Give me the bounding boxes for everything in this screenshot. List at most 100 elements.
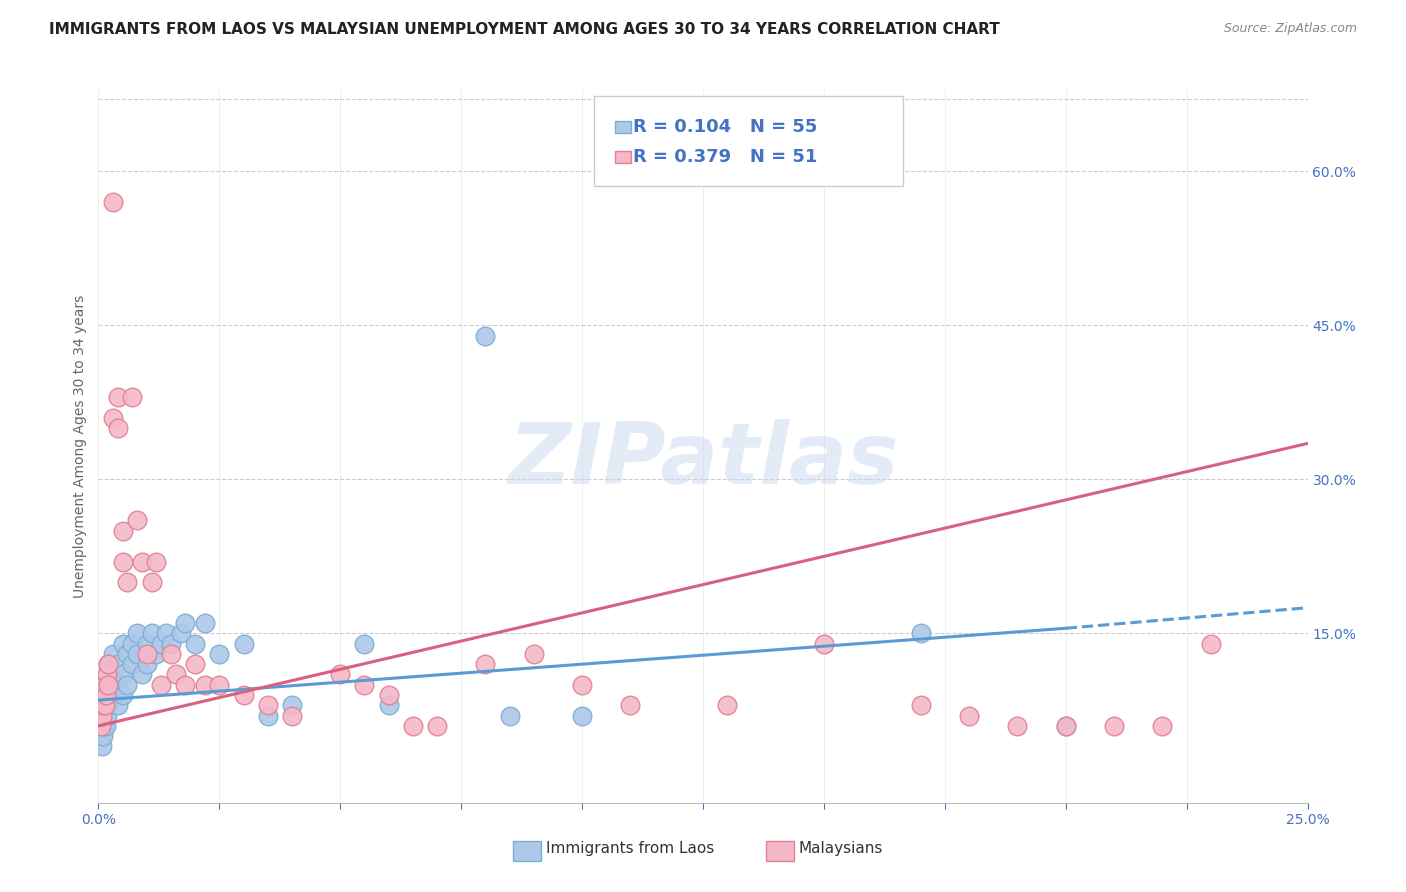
Point <box>90 719 112 733</box>
Text: Malaysians: Malaysians <box>799 841 883 855</box>
Point <box>571 678 593 692</box>
Point <box>160 647 183 661</box>
Point <box>1007 719 1029 733</box>
Point <box>131 554 153 568</box>
Point <box>91 688 114 702</box>
Point <box>127 647 149 661</box>
Point <box>174 616 197 631</box>
Text: Source: ZipAtlas.com: Source: ZipAtlas.com <box>1223 22 1357 36</box>
Point <box>93 678 115 692</box>
Text: R = 0.379   N = 51: R = 0.379 N = 51 <box>633 148 818 166</box>
Point <box>281 698 304 713</box>
Point <box>377 698 399 713</box>
Point <box>1054 719 1077 733</box>
Point <box>135 647 157 661</box>
Point <box>160 637 183 651</box>
Point <box>150 637 173 651</box>
Point <box>101 688 124 702</box>
Point <box>117 647 139 661</box>
Point <box>97 657 120 672</box>
Point <box>96 719 118 733</box>
Point <box>97 698 120 713</box>
Point <box>184 657 207 672</box>
Point <box>96 667 118 681</box>
Point <box>208 678 231 692</box>
Point <box>194 616 217 631</box>
FancyBboxPatch shape <box>595 96 903 186</box>
Point <box>96 688 118 702</box>
Point <box>90 708 112 723</box>
Point <box>101 195 124 210</box>
Point <box>910 698 932 713</box>
FancyBboxPatch shape <box>614 151 631 163</box>
Point <box>121 657 143 672</box>
Point <box>107 698 129 713</box>
Point <box>91 698 114 713</box>
Point <box>426 719 449 733</box>
Point <box>97 678 120 692</box>
Point <box>111 688 134 702</box>
Point <box>107 390 129 404</box>
Point <box>94 698 117 713</box>
Point <box>117 678 139 692</box>
Point <box>619 698 641 713</box>
Point <box>813 637 835 651</box>
Point <box>174 678 197 692</box>
Point <box>141 575 163 590</box>
Point <box>93 708 115 723</box>
Point <box>117 575 139 590</box>
Point <box>377 688 399 702</box>
Point <box>107 657 129 672</box>
Point <box>91 729 114 743</box>
Point <box>96 708 118 723</box>
Text: ZIPatlas: ZIPatlas <box>508 418 898 502</box>
Point <box>165 667 187 681</box>
Point <box>90 729 112 743</box>
Point <box>101 667 124 681</box>
Point <box>402 719 425 733</box>
Point <box>1054 719 1077 733</box>
Y-axis label: Unemployment Among Ages 30 to 34 years: Unemployment Among Ages 30 to 34 years <box>73 294 87 598</box>
Point <box>121 637 143 651</box>
Point <box>353 678 375 692</box>
Point <box>90 719 112 733</box>
Point <box>194 678 217 692</box>
Point <box>474 328 496 343</box>
Point <box>232 688 254 702</box>
Point <box>90 739 112 754</box>
Point <box>107 421 129 435</box>
Point <box>1102 719 1125 733</box>
Point <box>91 708 114 723</box>
Point <box>101 647 124 661</box>
Point <box>91 698 114 713</box>
Point <box>232 637 254 651</box>
Point <box>256 708 278 723</box>
Point <box>135 657 157 672</box>
Point <box>155 626 177 640</box>
Point <box>121 390 143 404</box>
Point <box>208 647 231 661</box>
Text: IMMIGRANTS FROM LAOS VS MALAYSIAN UNEMPLOYMENT AMONG AGES 30 TO 34 YEARS CORRELA: IMMIGRANTS FROM LAOS VS MALAYSIAN UNEMPL… <box>49 22 1000 37</box>
Point <box>169 626 191 640</box>
Point <box>111 637 134 651</box>
Point <box>150 678 173 692</box>
Point <box>101 410 124 425</box>
Point <box>135 637 157 651</box>
Point <box>93 688 115 702</box>
Point <box>111 554 134 568</box>
Point <box>184 637 207 651</box>
Point <box>97 678 120 692</box>
Point <box>111 667 134 681</box>
Point <box>498 708 520 723</box>
Point <box>96 688 118 702</box>
Point <box>111 524 134 538</box>
Point <box>910 626 932 640</box>
Point <box>141 626 163 640</box>
Point <box>93 719 115 733</box>
Point <box>716 698 738 713</box>
Point <box>329 667 352 681</box>
Text: Immigrants from Laos: Immigrants from Laos <box>546 841 714 855</box>
Point <box>145 554 167 568</box>
Point <box>127 513 149 527</box>
FancyBboxPatch shape <box>614 120 631 133</box>
